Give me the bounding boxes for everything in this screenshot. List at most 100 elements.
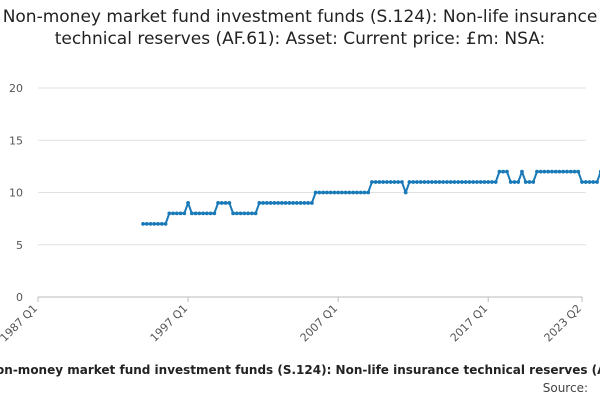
- data-point[interactable]: [516, 180, 521, 184]
- data-point[interactable]: [257, 201, 262, 205]
- data-point[interactable]: [362, 190, 367, 195]
- data-point[interactable]: [482, 180, 487, 184]
- data-point[interactable]: [347, 190, 352, 195]
- data-point[interactable]: [167, 211, 172, 216]
- data-point[interactable]: [493, 180, 498, 184]
- data-point[interactable]: [445, 180, 449, 184]
- data-point[interactable]: [212, 211, 217, 216]
- data-point[interactable]: [294, 201, 299, 205]
- data-point[interactable]: [587, 180, 592, 184]
- data-point[interactable]: [467, 180, 472, 184]
- data-point[interactable]: [370, 180, 374, 184]
- data-point[interactable]: [355, 190, 359, 195]
- data-point[interactable]: [385, 180, 389, 184]
- data-point[interactable]: [249, 211, 254, 216]
- data-point[interactable]: [478, 180, 483, 184]
- data-point[interactable]: [313, 190, 318, 195]
- data-point[interactable]: [309, 201, 314, 205]
- data-point[interactable]: [302, 201, 307, 205]
- data-point[interactable]: [246, 211, 251, 216]
- data-point[interactable]: [407, 180, 412, 184]
- data-point[interactable]: [276, 201, 281, 205]
- data-point[interactable]: [418, 180, 423, 184]
- data-point[interactable]: [238, 211, 243, 216]
- data-point[interactable]: [501, 169, 506, 174]
- data-point[interactable]: [287, 201, 292, 205]
- data-point[interactable]: [351, 190, 356, 195]
- data-point[interactable]: [261, 201, 265, 205]
- data-point[interactable]: [456, 180, 461, 184]
- data-point[interactable]: [148, 221, 153, 226]
- data-point[interactable]: [546, 169, 551, 174]
- data-point[interactable]: [520, 169, 524, 174]
- data-point[interactable]: [400, 180, 404, 184]
- data-point[interactable]: [531, 180, 536, 184]
- data-point[interactable]: [452, 180, 457, 184]
- data-point[interactable]: [527, 180, 532, 184]
- data-point[interactable]: [336, 190, 341, 195]
- data-point[interactable]: [433, 180, 438, 184]
- data-point[interactable]: [324, 190, 329, 195]
- data-point[interactable]: [272, 201, 277, 205]
- data-point[interactable]: [561, 169, 566, 174]
- data-point[interactable]: [358, 190, 363, 195]
- data-point[interactable]: [152, 221, 157, 226]
- data-point[interactable]: [568, 169, 573, 174]
- data-point[interactable]: [448, 180, 453, 184]
- data-point[interactable]: [216, 201, 220, 205]
- data-point[interactable]: [306, 201, 311, 205]
- data-point[interactable]: [171, 211, 175, 216]
- data-point[interactable]: [388, 180, 393, 184]
- data-point[interactable]: [204, 211, 209, 216]
- data-point[interactable]: [505, 169, 509, 174]
- data-point[interactable]: [542, 169, 547, 174]
- data-point[interactable]: [339, 190, 344, 195]
- data-point[interactable]: [208, 211, 213, 216]
- data-point[interactable]: [279, 201, 284, 205]
- data-point[interactable]: [264, 201, 269, 205]
- data-point[interactable]: [201, 211, 205, 216]
- data-point[interactable]: [182, 211, 187, 216]
- data-point[interactable]: [497, 169, 502, 174]
- data-point[interactable]: [460, 180, 464, 184]
- data-point[interactable]: [268, 201, 273, 205]
- data-point[interactable]: [392, 180, 397, 184]
- data-point[interactable]: [178, 211, 183, 216]
- data-point[interactable]: [186, 201, 190, 205]
- data-point[interactable]: [403, 190, 408, 195]
- data-point[interactable]: [234, 211, 239, 216]
- data-point[interactable]: [283, 201, 288, 205]
- data-point[interactable]: [156, 221, 160, 226]
- data-point[interactable]: [343, 190, 348, 195]
- data-point[interactable]: [219, 201, 224, 205]
- data-point[interactable]: [373, 180, 378, 184]
- data-point[interactable]: [253, 211, 258, 216]
- data-point[interactable]: [565, 169, 569, 174]
- data-point[interactable]: [553, 169, 558, 174]
- data-point[interactable]: [396, 180, 401, 184]
- data-point[interactable]: [141, 221, 145, 226]
- data-point[interactable]: [291, 201, 296, 205]
- data-point[interactable]: [321, 190, 326, 195]
- data-point[interactable]: [490, 180, 494, 184]
- data-point[interactable]: [437, 180, 442, 184]
- data-point[interactable]: [159, 221, 164, 226]
- data-point[interactable]: [557, 169, 562, 174]
- data-point[interactable]: [583, 180, 588, 184]
- data-point[interactable]: [328, 190, 333, 195]
- data-point[interactable]: [242, 211, 247, 216]
- data-point[interactable]: [174, 211, 179, 216]
- data-point[interactable]: [227, 201, 232, 205]
- data-point[interactable]: [144, 221, 149, 226]
- data-point[interactable]: [463, 180, 468, 184]
- data-point[interactable]: [535, 169, 539, 174]
- data-point[interactable]: [193, 211, 198, 216]
- data-point[interactable]: [471, 180, 476, 184]
- data-point[interactable]: [595, 180, 599, 184]
- data-point[interactable]: [381, 180, 386, 184]
- data-point[interactable]: [298, 201, 303, 205]
- data-point[interactable]: [223, 201, 228, 205]
- data-point[interactable]: [486, 180, 491, 184]
- data-point[interactable]: [189, 211, 194, 216]
- data-point[interactable]: [580, 180, 584, 184]
